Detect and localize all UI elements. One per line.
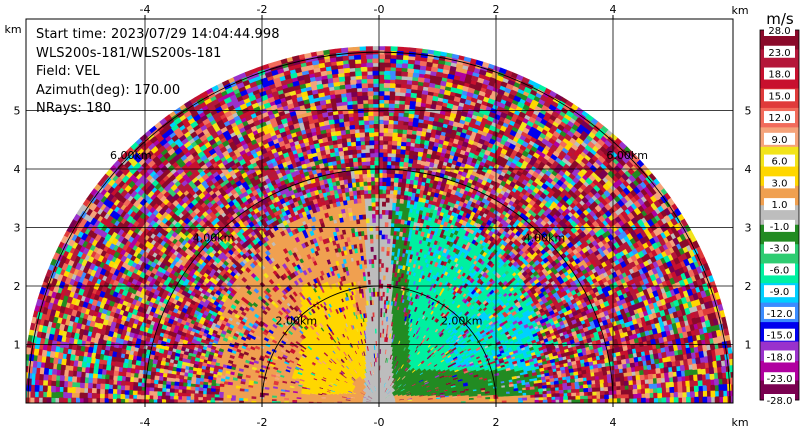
colorbar-tick-label: 6.0 — [772, 157, 788, 168]
colorbar-label-bg — [764, 45, 795, 58]
colorbar-tick-label: -15.0 — [767, 331, 793, 342]
y-tick-label-left: 5 — [14, 105, 21, 118]
colorbar: 28.0 23.0 18.0 15.0 12.0 9.0 6.0 3.0 1.0 -1.0 -3.0… — [759, 24, 800, 407]
range-ring-label: 4.00km — [193, 232, 235, 245]
colorbar-label-bg — [764, 241, 795, 254]
y-tick-label-left: 3 — [14, 222, 21, 235]
field-label: Field: VEL — [36, 64, 100, 79]
colorbar-label-bg — [764, 219, 795, 232]
x-tick-label-bottom: -2 — [257, 416, 268, 429]
y-tick-label-right: 3 — [745, 222, 752, 235]
azimuth-label: Azimuth(deg): 170.00 — [36, 82, 181, 98]
x-tick-label-bottom: -0 — [374, 416, 385, 429]
colorbar-label-bg — [764, 132, 795, 145]
colorbar-tick-label: -18.0 — [767, 352, 793, 363]
colorbar-tick-label: 18.0 — [768, 70, 790, 81]
colorbar-label-bg — [764, 306, 795, 319]
range-ring — [27, 51, 731, 404]
colorbar-tick-label: 28.0 — [768, 26, 790, 37]
x-unit-label-bottom: km — [731, 416, 748, 429]
colorbar-label-bg — [764, 24, 795, 36]
y-tick-label-right: 1 — [745, 339, 752, 352]
colorbar-label-bg — [764, 176, 795, 189]
colorbar-label-bg — [764, 154, 795, 167]
colorbar-tick-label: 9.0 — [772, 135, 788, 146]
colorbar-tick-label: 12.0 — [768, 113, 790, 124]
colorbar-label-bg — [764, 350, 795, 363]
y-tick-label-right: 2 — [745, 280, 752, 293]
x-unit-label-top: km — [731, 4, 748, 17]
colorbar-tick-label: -9.0 — [770, 287, 790, 298]
y-tick-label-left: 4 — [14, 163, 21, 176]
x-tick-label-top: -0 — [374, 3, 385, 16]
y-unit-label-left: km — [4, 23, 21, 36]
y-tick-label-left: 1 — [14, 339, 21, 352]
colorbar-tick-label: -23.0 — [767, 374, 793, 385]
range-ring — [144, 168, 614, 404]
grid-lines — [26, 19, 733, 403]
y-tick-label-right: 4 — [745, 163, 752, 176]
x-tick-label-bottom: 2 — [493, 416, 500, 429]
colorbar-label-bg — [764, 285, 795, 298]
colorbar-tick-label: -3.0 — [770, 244, 790, 255]
colorbar-tick-label: 23.0 — [768, 48, 790, 59]
colorbar-tick-label: -6.0 — [770, 265, 790, 276]
colorbar-tick-label: 15.0 — [768, 91, 790, 102]
colorbar-unit-label: m/s — [766, 10, 794, 28]
x-tick-label-bottom: -4 — [140, 416, 151, 429]
range-ring-label: 6.00km — [606, 149, 648, 162]
colorbar-label-bg — [764, 198, 795, 211]
colorbar-label-bg — [764, 263, 795, 276]
colorbar-tick-label: -1.0 — [770, 222, 790, 233]
start-time-label: Start time: 2023/07/29 14:04:44.998 — [36, 27, 280, 42]
x-tick-label-bottom: 4 — [610, 416, 617, 429]
y-tick-label-left: 2 — [14, 280, 21, 293]
instrument-label: WLS200s-181/WLS200s-181 — [36, 45, 222, 61]
scan-info-box: Start time: 2023/07/29 14:04:44.998 WLS2… — [36, 26, 280, 119]
colorbar-label-bg — [764, 67, 795, 80]
nrays-label: NRays: 180 — [36, 101, 112, 116]
range-ring-label: 2.00km — [275, 314, 317, 327]
colorbar-label-bg — [764, 328, 795, 341]
colorbar-tick-label: 1.0 — [772, 200, 788, 211]
range-ring-label: 4.00km — [524, 232, 566, 245]
range-ring-label: 6.00km — [110, 149, 152, 162]
x-tick-label-top: 4 — [610, 3, 617, 16]
x-tick-label-top: 2 — [493, 3, 500, 16]
x-tick-label-top: -4 — [140, 3, 151, 16]
colorbar-label-bg — [764, 372, 795, 385]
colorbar-label-bg — [764, 89, 795, 102]
colorbar-tick-label: -28.0 — [767, 396, 793, 407]
y-tick-label-right: 5 — [745, 105, 752, 118]
range-rings — [27, 51, 731, 404]
colorbar-label-bg — [764, 394, 795, 406]
range-ring-label: 2.00km — [441, 314, 483, 327]
colorbar-tick-label: 3.0 — [772, 178, 788, 189]
range-ring — [261, 285, 497, 404]
colorbar-label-bg — [764, 111, 795, 124]
x-tick-label-top: -2 — [257, 3, 268, 16]
colorbar-tick-label: -12.0 — [767, 309, 793, 320]
